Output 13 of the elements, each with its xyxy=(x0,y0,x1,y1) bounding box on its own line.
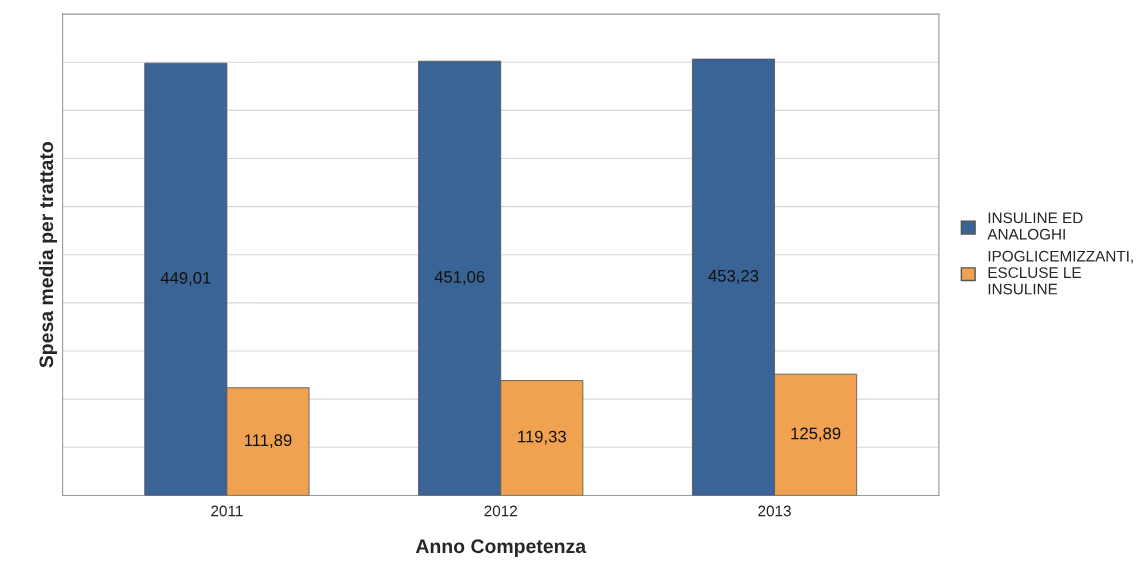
data-label: 111,89 xyxy=(244,434,292,449)
x-axis-title: Anno Competenza xyxy=(415,539,587,557)
data-label: 125,89 xyxy=(791,427,841,442)
data-label: 453,23 xyxy=(708,269,759,284)
x-tick-label: 2013 xyxy=(758,505,791,517)
y-axis-title: Spesa media per trattato xyxy=(38,142,58,368)
data-label: 449,01 xyxy=(160,271,211,286)
legend-label: IPOGLICEMIZZANTI, ESCLUSE LE INSULINE xyxy=(988,250,1133,295)
x-tick-label: 2011 xyxy=(211,505,243,517)
data-label: 451,06 xyxy=(434,270,485,285)
data-label: 119,33 xyxy=(518,430,566,445)
legend-label: INSULINE ED ANALOGHI xyxy=(987,212,1083,240)
x-tick-label: 2012 xyxy=(484,505,517,517)
